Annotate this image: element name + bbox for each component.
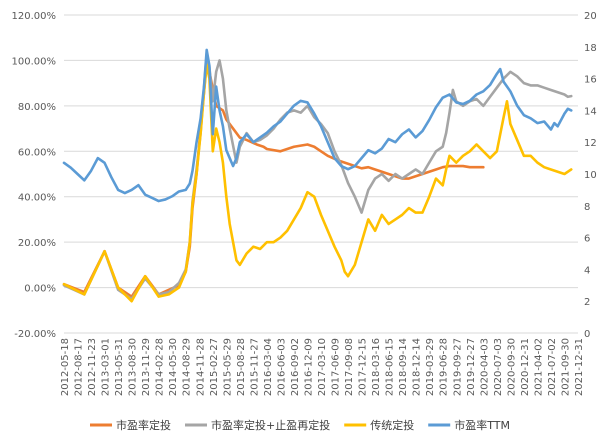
left-tick-label: 80.00% xyxy=(18,102,56,113)
x-tick-label: 2016-09-02 xyxy=(290,338,301,396)
left-tick-label: 0.00% xyxy=(24,284,56,295)
right-tick-label: 2 xyxy=(584,297,590,308)
legend-item-2: 传统定投 xyxy=(344,418,414,432)
legend-label: 市盈率TTM xyxy=(454,418,510,432)
x-tick-label: 2014-11-28 xyxy=(195,338,206,396)
x-tick-label: 2021-12-31 xyxy=(574,338,585,396)
right-y-axis: 0 2 4 6 8 10 12 14 16 18 20 xyxy=(584,11,597,340)
right-tick-label: 16 xyxy=(584,75,597,86)
series-lines xyxy=(62,48,573,303)
x-tick-label: 2013-03-01 xyxy=(101,338,112,396)
x-tick-label: 2018-12-14 xyxy=(412,338,423,396)
right-tick-label: 4 xyxy=(584,265,590,276)
series-line-2 xyxy=(62,63,573,303)
legend-item-3: 市盈率TTM xyxy=(428,418,510,432)
x-tick-label: 2015-11-27 xyxy=(249,338,260,396)
x-tick-label: 2014-05-30 xyxy=(168,338,179,396)
right-tick-label: 20 xyxy=(584,11,597,22)
x-tick-label: 2014-02-28 xyxy=(155,338,166,396)
x-tick-label: 2017-12-15 xyxy=(358,338,369,396)
x-tick-label: 2015-05-29 xyxy=(222,338,233,396)
right-tick-label: 8 xyxy=(584,202,590,213)
right-tick-label: 0 xyxy=(584,329,590,340)
x-tick-label: 2020-07-03 xyxy=(493,338,504,396)
x-axis: 2012-05-18 2012-08-17 2012-11-23 2013-03-01… xyxy=(60,332,585,396)
legend-label: 市盈率定投+止盈再定投 xyxy=(211,418,330,432)
x-tick-label: 2012-11-23 xyxy=(87,338,98,396)
x-tick-label: 2018-06-15 xyxy=(385,338,396,396)
x-tick-label: 2013-08-30 xyxy=(128,338,139,396)
x-tick-label: 2021-04-02 xyxy=(533,338,544,396)
legend-item-0: 市盈率定投 xyxy=(90,418,171,432)
legend-label: 市盈率定投 xyxy=(116,418,171,432)
x-tick-label: 2016-06-03 xyxy=(276,338,287,396)
right-tick-label: 10 xyxy=(584,170,597,181)
x-tick-label: 2015-08-28 xyxy=(236,338,247,396)
x-tick-label: 2016-03-04 xyxy=(263,338,274,396)
left-tick-label: 100.00% xyxy=(12,56,57,67)
legend: 市盈率定投 市盈率定投+止盈再定投 传统定投 市盈率TTM xyxy=(90,418,510,432)
right-tick-label: 18 xyxy=(584,43,597,54)
x-tick-label: 2014-08-29 xyxy=(182,338,193,396)
x-tick-label: 2021-07-02 xyxy=(547,338,558,396)
x-tick-label: 2013-11-29 xyxy=(141,338,152,396)
series-line-1 xyxy=(62,52,573,301)
x-tick-label: 2020-04-03 xyxy=(479,338,490,396)
x-tick-label: 2020-09-30 xyxy=(506,338,517,396)
x-tick-label: 2019-06-28 xyxy=(439,338,450,396)
right-tick-label: 14 xyxy=(584,106,597,117)
x-tick-label: 2019-12-27 xyxy=(466,338,477,396)
x-tick-label: 2012-05-18 xyxy=(60,338,71,396)
legend-label: 传统定投 xyxy=(370,418,414,432)
x-tick-label: 2021-09-30 xyxy=(560,338,571,396)
x-tick-label: 2019-09-27 xyxy=(452,338,463,396)
x-tick-label: 2012-08-17 xyxy=(74,338,85,396)
x-tick-label: 2018-09-14 xyxy=(398,338,409,396)
series-line-3 xyxy=(62,48,573,203)
x-tick-label: 2019-03-29 xyxy=(425,338,436,396)
x-tick-label: 2017-03-10 xyxy=(317,338,328,396)
x-tick-label: 2017-09-08 xyxy=(344,338,355,396)
left-y-axis: -20.00% 0.00% 20.00% 40.00% 60.00% 80.00% 100.… xyxy=(12,11,57,340)
right-tick-label: 12 xyxy=(584,138,597,149)
legend-item-1: 市盈率定投+止盈再定投 xyxy=(185,418,330,432)
series-line-0 xyxy=(62,59,485,298)
left-tick-label: 40.00% xyxy=(18,193,56,204)
x-tick-label: 2013-05-31 xyxy=(114,338,125,396)
left-tick-label: 120.00% xyxy=(12,11,57,22)
left-tick-label: -20.00% xyxy=(14,329,56,340)
left-tick-label: 60.00% xyxy=(18,147,56,158)
x-tick-label: 2017-06-09 xyxy=(331,338,342,396)
left-tick-label: 20.00% xyxy=(18,238,56,249)
x-tick-label: 2020-12-31 xyxy=(520,338,531,396)
x-tick-label: 2015-02-27 xyxy=(209,338,220,396)
x-tick-label: 2016-12-09 xyxy=(303,338,314,396)
x-tick-label: 2018-03-16 xyxy=(371,338,382,396)
right-tick-label: 6 xyxy=(584,234,590,245)
